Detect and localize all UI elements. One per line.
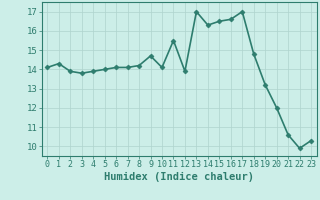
X-axis label: Humidex (Indice chaleur): Humidex (Indice chaleur)	[104, 172, 254, 182]
